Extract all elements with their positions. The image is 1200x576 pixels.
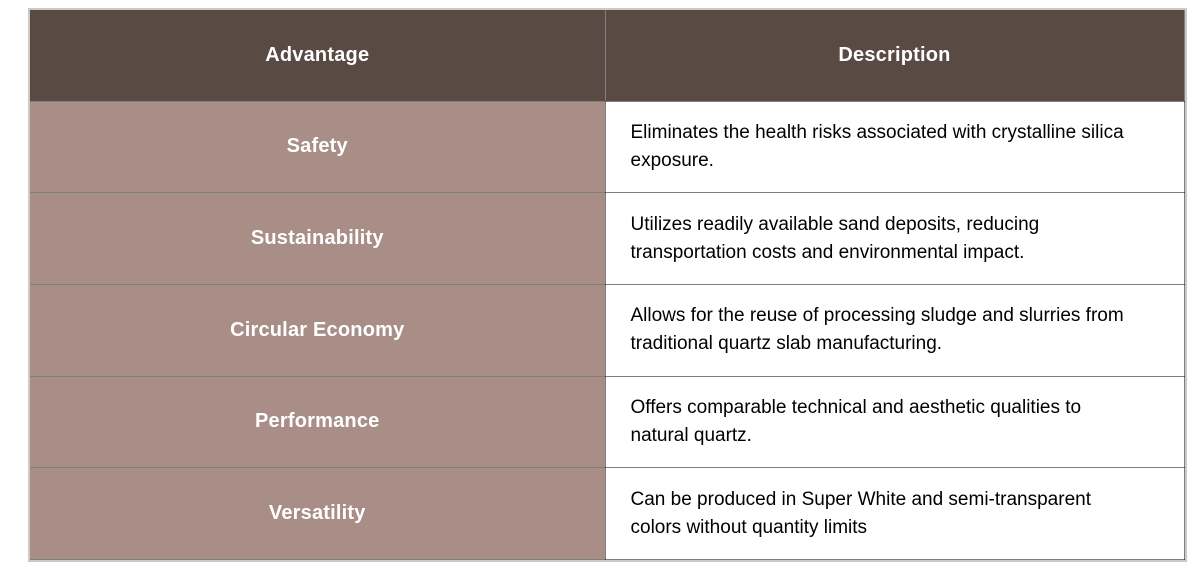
table-row: Versatility Can be produced in Super Whi… bbox=[29, 467, 1185, 560]
table-header-row: Advantage Description bbox=[29, 9, 1185, 102]
advantage-cell: Performance bbox=[29, 375, 606, 469]
advantage-cell: Versatility bbox=[29, 467, 606, 560]
description-cell: Can be produced in Super White and semi-… bbox=[604, 467, 1185, 560]
table-row: Safety Eliminates the health risks assoc… bbox=[29, 100, 1185, 194]
table-row: Sustainability Utilizes readily availabl… bbox=[29, 192, 1185, 285]
advantage-cell: Circular Economy bbox=[29, 283, 606, 377]
table-row: Circular Economy Allows for the reuse of… bbox=[29, 283, 1185, 377]
table-row: Performance Offers comparable technical … bbox=[29, 375, 1185, 469]
advantages-table: Advantage Description Safety Eliminates … bbox=[29, 9, 1185, 560]
description-cell: Utilizes readily available sand deposits… bbox=[604, 192, 1185, 285]
column-header-advantage: Advantage bbox=[29, 9, 606, 102]
advantage-cell: Sustainability bbox=[29, 192, 606, 285]
column-header-description: Description bbox=[604, 9, 1185, 102]
description-cell: Eliminates the health risks associated w… bbox=[604, 100, 1185, 194]
description-cell: Allows for the reuse of processing sludg… bbox=[604, 283, 1185, 377]
advantages-table-frame: Advantage Description Safety Eliminates … bbox=[28, 8, 1187, 562]
advantage-cell: Safety bbox=[29, 100, 606, 194]
description-cell: Offers comparable technical and aestheti… bbox=[604, 375, 1185, 469]
